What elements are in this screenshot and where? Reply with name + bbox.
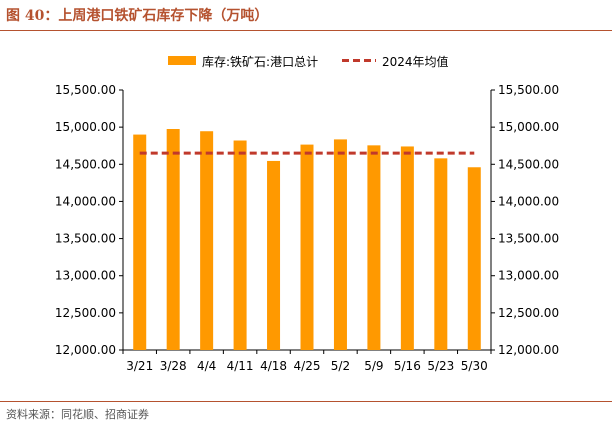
bar-inventory [133, 134, 147, 350]
bar-chart: 库存:铁矿石:港口总计 2024年均值 12,000.00 12,000.0012… [55, 54, 559, 373]
bar-inventory [166, 129, 180, 350]
y-tick-label-left: 13,500.00 [55, 232, 116, 246]
x-tick-labels: 3/21 3/28 4/4 4/11 4/18 4/25 5/2 5/9 5/16 5/23 5/3… [126, 359, 487, 373]
x-tick-label: 5/23 [427, 359, 454, 373]
y-tick-label-right: 14,000.00 [498, 194, 559, 208]
x-tick-label: 4/11 [227, 359, 254, 373]
y-tick-label-left: 13,000.00 [55, 269, 116, 283]
x-tick-label: 4/18 [260, 359, 287, 373]
chart-legend: 库存:铁矿石:港口总计 2024年均值 [168, 54, 449, 69]
title-divider [0, 30, 612, 31]
y-tick-label-right: 14,500.00 [498, 157, 559, 171]
legend-swatch-inventory [168, 56, 196, 65]
y-tick-label-left: 12,000.00 [55, 343, 116, 357]
bar-inventory [233, 140, 247, 350]
x-tick-label: 5/2 [331, 359, 350, 373]
y-tick-label-right: 15,500.00 [498, 83, 559, 97]
x-tick-label: 5/30 [461, 359, 488, 373]
y-tick-label-right: 13,000.00 [498, 269, 559, 283]
x-tick-label: 3/21 [126, 359, 153, 373]
bar-inventory [200, 131, 214, 350]
bar-inventory [333, 139, 347, 350]
bar-inventory [434, 158, 448, 350]
bar-inventory [267, 160, 281, 350]
y-tick-label-left: 12,500.00 [55, 306, 116, 320]
y-tick-label-right: 12,000.00 [498, 343, 559, 357]
y-tick-label-right: 13,500.00 [498, 232, 559, 246]
legend-label-average: 2024年均值 [382, 54, 449, 69]
x-tick-label: 3/28 [160, 359, 187, 373]
bar-series [133, 129, 481, 350]
y-tick-label-right: 15,000.00 [498, 120, 559, 134]
y-tick-label-left: 15,000.00 [55, 120, 116, 134]
y-tick-label-right: 12,500.00 [498, 306, 559, 320]
x-tick-label: 4/4 [197, 359, 216, 373]
bar-inventory [367, 145, 381, 350]
y-tick-label-left: 15,500.00 [55, 83, 116, 97]
source-note: 资料来源：同花顺、招商证券 [6, 408, 149, 421]
x-tick-label: 4/25 [294, 359, 321, 373]
figure-title: 图 40：上周港口铁矿石库存下降（万吨） [6, 8, 269, 24]
legend-label-inventory: 库存:铁矿石:港口总计 [202, 54, 318, 69]
bar-inventory [300, 144, 314, 350]
x-tick-label: 5/9 [364, 359, 383, 373]
y-tick-label-left: 14,000.00 [55, 194, 116, 208]
x-tick-label: 5/16 [394, 359, 421, 373]
footer-divider [0, 401, 612, 402]
chart-axes: 12,000.00 12,000.00 12,500.00 12,500.00 13,0… [55, 83, 559, 357]
bar-inventory [467, 167, 481, 350]
y-tick-label-left: 14,500.00 [55, 157, 116, 171]
bar-inventory [400, 146, 414, 350]
